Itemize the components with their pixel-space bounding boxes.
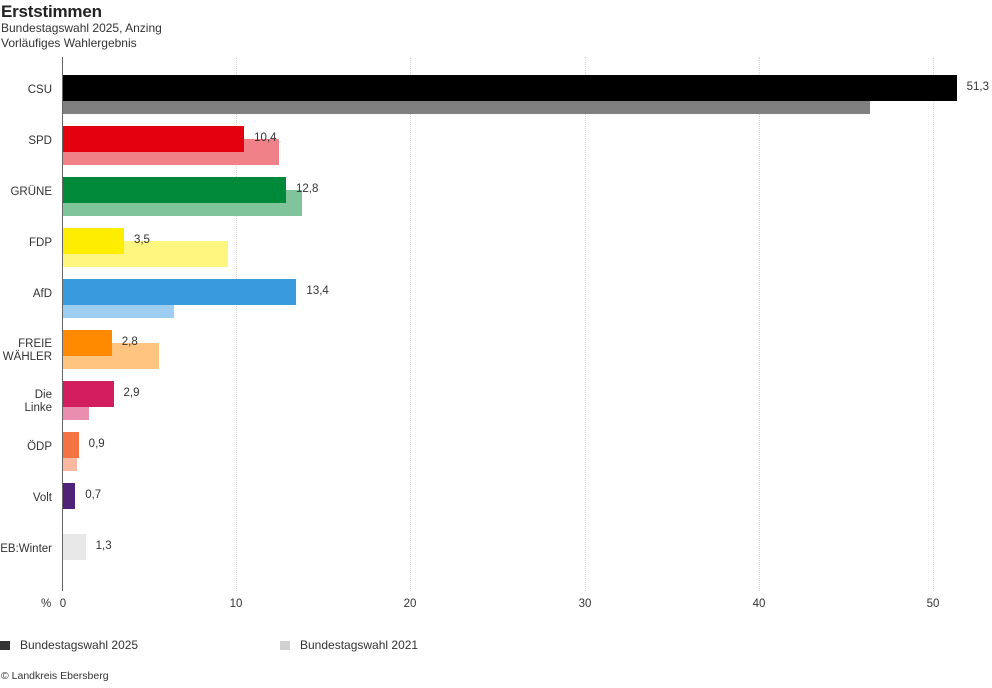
value-label: 0,9 (88, 438, 105, 450)
source-credit: © Landkreis Ebersberg (1, 670, 109, 682)
bar-2025[interactable] (63, 330, 112, 356)
bar-2025[interactable] (63, 279, 297, 305)
category-label: FREIE WÄHLER (2, 338, 52, 363)
category-label: ÖDP (27, 441, 52, 453)
bar-row: SPD 10,4 (0, 126, 992, 177)
bar-row: Die Linke 2,9 (0, 381, 992, 432)
bar-row: FREIE WÄHLER 2,8 (0, 330, 992, 381)
value-label: 13,4 (306, 285, 329, 297)
x-tick: 50 (926, 598, 940, 610)
bar-2025[interactable] (63, 126, 245, 152)
x-tick: 40 (752, 598, 766, 610)
category-label: CSU (27, 84, 52, 96)
category-label: GRÜNE (10, 186, 52, 198)
value-label: 3,5 (133, 234, 150, 246)
legend-swatch-2021 (280, 640, 290, 650)
chart-note: Vorläufiges Wahlergebnis (1, 36, 137, 50)
y-axis-line (62, 57, 63, 591)
bar-2025[interactable] (63, 483, 76, 509)
bar-row: GRÜNE 12,8 (0, 177, 992, 228)
bar-row: Volt 0,7 (0, 483, 992, 534)
chart-title: Erststimmen (1, 2, 102, 21)
legend-label: Bundestagswahl 2025 (20, 638, 139, 652)
gridline (585, 57, 586, 591)
legend-item-2025[interactable]: Bundestagswahl 2025 (0, 638, 138, 652)
x-tick: 10 (229, 598, 243, 610)
category-label: SPD (28, 135, 52, 147)
bar-2025[interactable] (63, 432, 79, 458)
gridline (933, 57, 934, 591)
x-tick: 20 (403, 598, 417, 610)
value-label: 12,8 (295, 183, 319, 195)
bar-row: EB:Winter 1,3 (0, 534, 992, 585)
category-label: FDP (29, 237, 52, 249)
x-tick: 30 (578, 598, 592, 610)
value-label: 2,9 (123, 387, 140, 399)
chart-subtitle: Bundestagswahl 2025, Anzing (1, 21, 162, 35)
legend-label: Bundestagswahl 2021 (300, 638, 419, 652)
value-label: 51,3 (966, 81, 990, 93)
value-label: 1,3 (95, 540, 112, 552)
gridline (410, 57, 411, 591)
axis-unit: % (41, 598, 52, 610)
bar-row: ÖDP 0,9 (0, 432, 992, 483)
category-label: Volt (32, 492, 52, 504)
value-label: 0,7 (85, 489, 102, 501)
legend-item-2021[interactable]: Bundestagswahl 2021 (280, 638, 418, 652)
category-label: Die Linke (24, 389, 53, 414)
value-label: 2,8 (121, 336, 138, 348)
category-label: EB:Winter (0, 543, 52, 555)
bar-2025[interactable] (63, 228, 124, 254)
gridline (236, 57, 237, 591)
bar-2025[interactable] (63, 534, 86, 560)
x-tick: 0 (59, 598, 67, 610)
legend-swatch-2025 (0, 640, 10, 650)
bar-2025[interactable] (63, 75, 957, 101)
bar-2025[interactable] (63, 381, 114, 407)
gridline (759, 57, 760, 591)
category-label: AfD (32, 288, 52, 300)
bar-row: CSU 51,3 (0, 75, 992, 126)
value-label: 10,4 (254, 132, 277, 144)
plot-area: CSU 51,3 SPD 10,4 GRÜNE 12,8 FDP 3,5 AfD 13,4 FREI… (0, 57, 992, 591)
bar-row: AfD 13,4 (0, 279, 992, 330)
bar-row: FDP 3,5 (0, 228, 992, 279)
bar-2025[interactable] (63, 177, 286, 203)
